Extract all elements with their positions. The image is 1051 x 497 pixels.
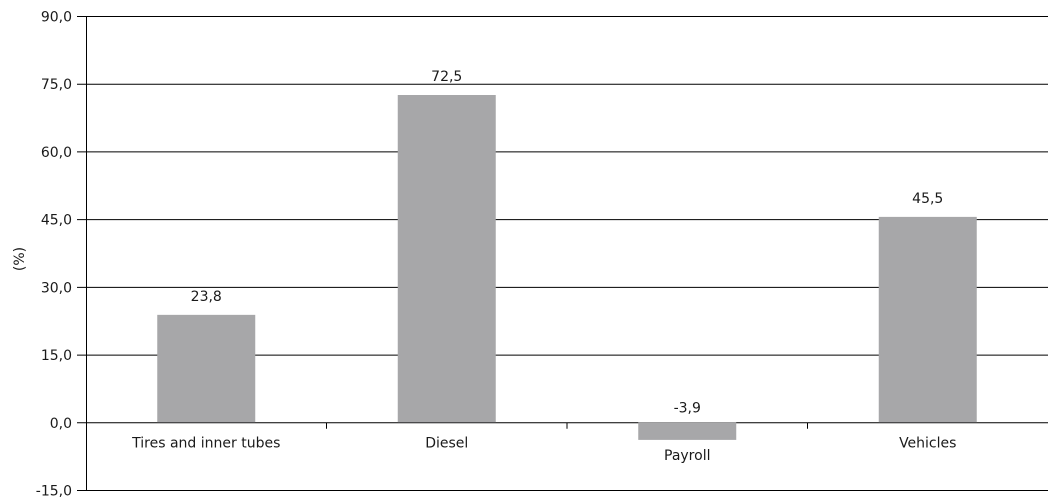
y-tick-label: 0,0 xyxy=(50,416,72,432)
y-tick-labels: 90,0 75,0 60,0 45,0 30,0 15,0 0,0 -15,0 xyxy=(36,10,72,497)
category-label: Vehicles xyxy=(899,435,956,451)
bar-2 xyxy=(638,422,737,440)
category-label: Tires and inner tubes xyxy=(131,435,280,451)
y-tick-label: 90,0 xyxy=(41,10,72,26)
bars xyxy=(157,95,977,440)
y-tick-label: 75,0 xyxy=(41,77,72,93)
data-label: 45,5 xyxy=(912,191,943,207)
data-label: 23,8 xyxy=(191,289,222,305)
bar-0 xyxy=(157,314,256,423)
y-tick-label: 15,0 xyxy=(41,348,72,364)
axes xyxy=(86,16,808,490)
data-label: -3,9 xyxy=(674,400,701,416)
category-labels: Tires and inner tubes Diesel Payroll Vehicl… xyxy=(131,435,956,464)
y-axis-title: (%) xyxy=(12,247,28,271)
data-label: 72,5 xyxy=(431,69,462,85)
category-label: Payroll xyxy=(664,448,710,464)
data-labels: 23,8 72,5 -3,9 45,5 xyxy=(191,69,944,416)
bar-3 xyxy=(878,216,977,423)
y-tick-label: 60,0 xyxy=(41,145,72,161)
category-label: Diesel xyxy=(425,435,468,451)
y-tick-label: 30,0 xyxy=(41,280,72,296)
y-tick-label: 45,0 xyxy=(41,213,72,229)
bar-1 xyxy=(397,95,496,423)
y-tick-label: -15,0 xyxy=(36,484,72,497)
